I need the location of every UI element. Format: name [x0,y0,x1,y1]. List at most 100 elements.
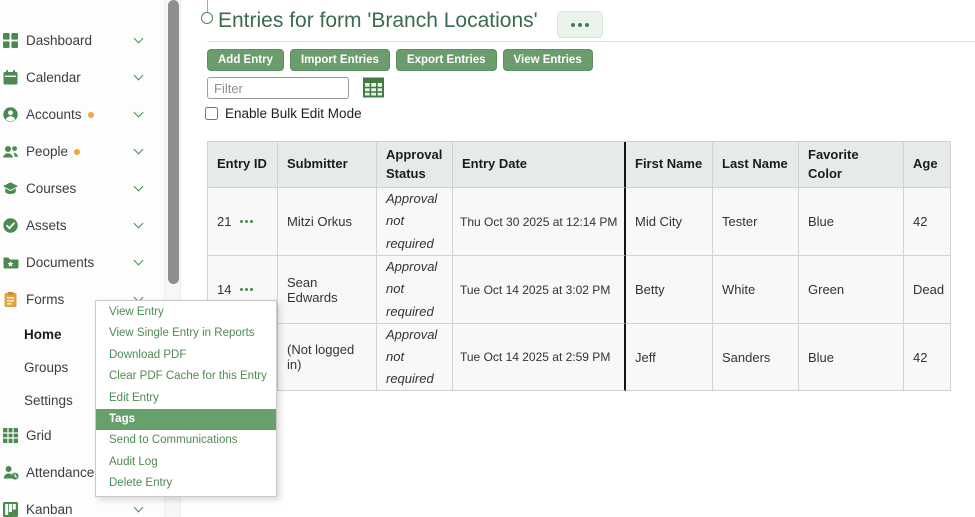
sidebar-item-label: Kanban [26,502,73,517]
sidebar-item-accounts[interactable]: Accounts [0,96,164,133]
menu-item-edit-entry[interactable]: Edit Entry [109,391,159,404]
menu-item-view-entry[interactable]: View Entry [109,306,164,318]
chevron-down-icon [133,502,144,513]
sidebar-scrollbar-thumb[interactable] [167,0,179,284]
cell-submitter: Sean Edwards [278,256,377,324]
sidebar-item-label: Accounts [26,107,82,122]
sidebar-item-dashboard[interactable]: Dashboard [0,22,164,59]
cell-favorite-color: Green [799,256,904,324]
sidebar-item-kanban[interactable]: Kanban [0,491,164,517]
menu-item-send-to-communications[interactable]: Send to Communications [109,434,238,447]
table-view-button[interactable] [362,77,384,99]
cell-first-name: Mid City [626,188,713,256]
sidebar-item-label: Grid [26,428,52,443]
sidebar-item-label: Forms [26,292,65,307]
chevron-down-icon [133,144,144,155]
sidebar-item-people[interactable]: People [0,133,164,170]
column-header: Last Name [713,142,799,188]
cell-approval-status: Approval not required [377,256,453,324]
sidebar-item-grid[interactable]: Grid [0,417,164,454]
sidebar-item-label: Calendar [26,70,81,85]
cell-submitter: Mitzi Orkus [278,188,377,256]
cell-age: Dead [904,256,951,324]
cell-first-name: Jeff [626,324,713,391]
menu-item-clear-pdf-cache[interactable]: Clear PDF Cache for this Entry [109,370,267,383]
sidebar-item-label: Attendance L [26,465,106,480]
header-divider [207,41,975,42]
cell-entry-date: Thu Oct 30 2025 at 12:14 PM [453,188,626,256]
column-header: Entry Date [453,142,626,188]
sidebar-item-label: Courses [26,181,77,196]
sidebar-subitem-home[interactable]: Home [0,318,164,351]
import-entries-button[interactable]: Import Entries [289,49,390,71]
sidebar-item-label: People [26,144,69,159]
people-icon [2,143,20,160]
table-grid-icon [362,77,384,101]
title-more-options-button[interactable] [557,11,603,38]
sidebar-subitem-groups[interactable]: Groups [0,351,164,384]
sidebar-item-label: Assets [26,218,67,233]
menu-item-view-single-entry-in-reports[interactable]: View Single Entry in Reports [109,327,255,340]
row-menu-button[interactable] [240,288,254,291]
chevron-down-icon [133,255,144,266]
notification-dot [87,111,94,118]
sidebar-item-label: Documents [26,255,95,270]
column-header: Age [904,142,951,188]
toolbar: Add Entry Import Entries Export Entries … [207,49,593,71]
view-entries-button[interactable]: View Entries [502,49,593,71]
entry-id: 14 [217,282,232,297]
chevron-down-icon [133,181,144,192]
menu-item-tags[interactable]: Tags [96,408,276,431]
sidebar-subitem-settings[interactable]: Settings [0,384,164,417]
column-header: Entry ID [208,142,278,188]
row-menu-button[interactable] [240,220,254,223]
cell-entry-id: 21 [208,188,278,256]
sidebar-subitem-label: Groups [24,360,69,375]
page-title: Entries for form 'Branch Locations' [218,9,538,32]
cell-first-name: Betty [626,256,713,324]
grid-icon [2,427,20,444]
filter-input[interactable] [207,77,349,99]
sidebar-item-courses[interactable]: Courses [0,170,164,207]
cell-age: 42 [904,188,951,256]
cell-entry-date: Tue Oct 14 2025 at 2:59 PM [453,324,626,391]
calendar-icon [2,69,20,86]
clipboard-icon [2,291,20,308]
cell-last-name: White [713,256,799,324]
export-entries-button[interactable]: Export Entries [395,49,497,71]
sidebar-item-label: Dashboard [26,33,93,48]
chevron-down-icon [133,33,144,44]
cell-favorite-color: Blue [799,324,904,391]
sidebar-item-calendar[interactable]: Calendar [0,59,164,96]
ellipsis-icon [571,22,575,27]
entry-context-menu: View Entry View Single Entry in Reports … [95,300,277,497]
sidebar-item-assets[interactable]: Assets [0,207,164,244]
tree-node-circle [201,12,213,24]
add-entry-button[interactable]: Add Entry [207,49,284,71]
courses-icon [2,180,20,197]
notification-dot [74,148,81,155]
menu-item-delete-entry[interactable]: Delete Entry [109,477,173,490]
sidebar-item-documents[interactable]: Documents [0,244,164,281]
attendance-icon [2,464,20,481]
bulk-edit-checkbox[interactable] [205,107,218,120]
menu-item-download-pdf[interactable]: Download PDF [109,348,187,361]
cell-entry-date: Tue Oct 14 2025 at 3:02 PM [453,256,626,324]
cell-age: 42 [904,324,951,391]
check-circle-icon [2,217,20,234]
sidebar-item-forms[interactable]: Forms [0,281,164,318]
cell-last-name: Tester [713,188,799,256]
bulk-edit-label: Enable Bulk Edit Mode [225,106,362,121]
chevron-down-icon [133,70,144,81]
entries-table: Entry ID Submitter Approval Status Entry… [207,141,951,391]
sidebar-item-attendance[interactable]: Attendance L [0,454,164,491]
column-header: Favorite Color [799,142,904,188]
cell-approval-status: Approval not required [377,188,453,256]
bulk-edit-toggle: Enable Bulk Edit Mode [205,106,362,121]
column-header: First Name [626,142,713,188]
cell-submitter: (Not logged in) [278,324,377,391]
chevron-down-icon [133,218,144,229]
menu-item-audit-log[interactable]: Audit Log [109,455,158,468]
chevron-down-icon [133,107,144,118]
